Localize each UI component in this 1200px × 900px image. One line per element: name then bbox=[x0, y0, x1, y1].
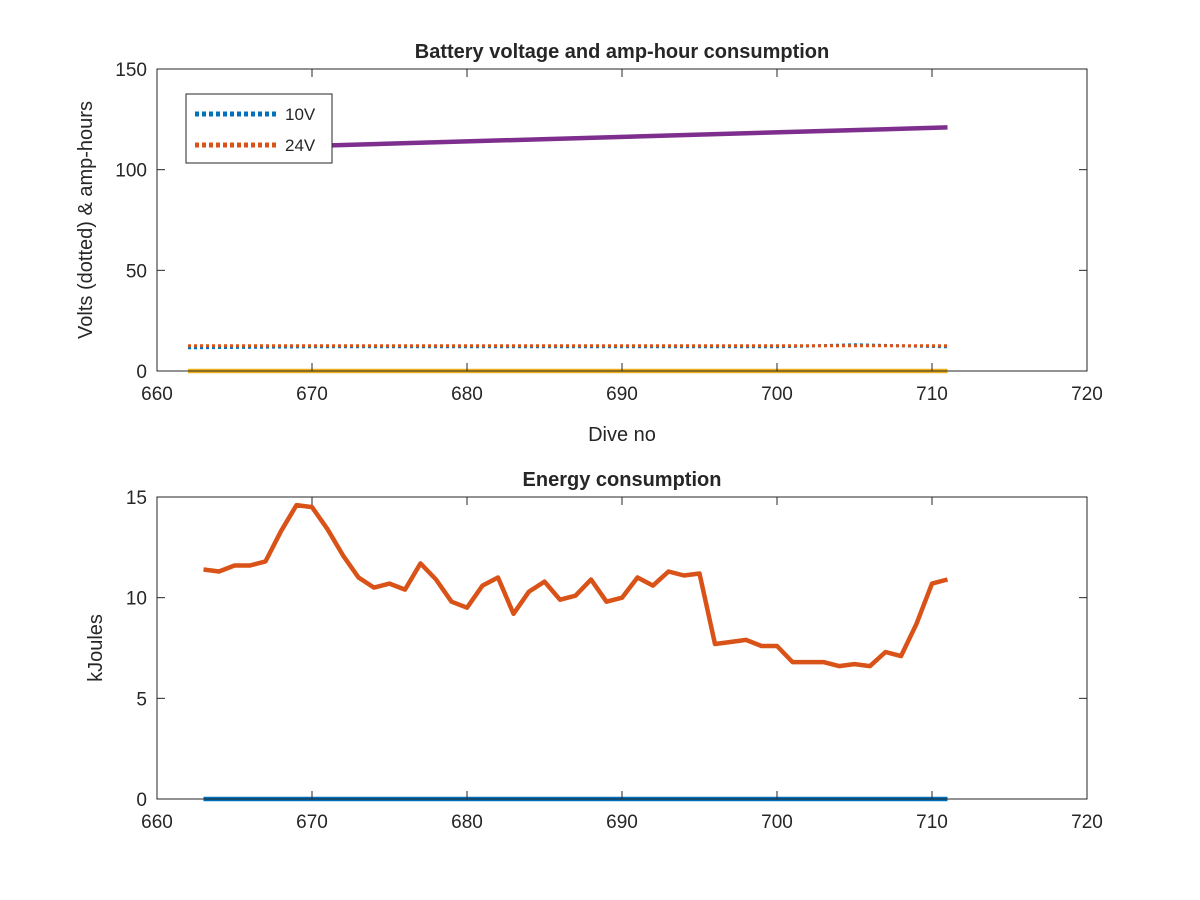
chart-panel-1: 660 670 680 690 700 710 720 0 50 100 150 Battery vo… bbox=[75, 41, 1103, 446]
y-axis-label: Volts (dotted) & amp-hours bbox=[75, 101, 97, 339]
x-tick-label: 720 bbox=[1071, 384, 1103, 405]
x-tick-label: 700 bbox=[761, 384, 793, 405]
y-tick-label: 15 bbox=[126, 488, 147, 509]
y-tick-label: 0 bbox=[136, 790, 147, 811]
x-tick-label: 710 bbox=[916, 812, 948, 833]
x-tick-label: 680 bbox=[451, 384, 483, 405]
legend-box bbox=[185, 93, 333, 164]
y-tick-label: 100 bbox=[115, 161, 147, 182]
chart-title: Energy consumption bbox=[523, 469, 722, 491]
x-tick-label: 670 bbox=[296, 812, 328, 833]
x-tick-label: 720 bbox=[1071, 812, 1103, 833]
x-tick-label: 700 bbox=[761, 812, 793, 833]
x-tick-label: 690 bbox=[606, 384, 638, 405]
legend-label-24v: 24V bbox=[285, 136, 316, 155]
x-tick-label: 670 bbox=[296, 384, 328, 405]
plot-area bbox=[157, 497, 1087, 799]
x-tick-label: 710 bbox=[916, 384, 948, 405]
legend-label-10v: 10V bbox=[285, 105, 316, 124]
x-tick-label: 660 bbox=[141, 812, 173, 833]
x-tick-label: 660 bbox=[141, 384, 173, 405]
y-axis-label: kJoules bbox=[85, 614, 107, 682]
y-tick-label: 5 bbox=[136, 689, 147, 710]
x-tick-label: 690 bbox=[606, 812, 638, 833]
legend: 10V 24V bbox=[185, 93, 333, 164]
y-tick-label: 50 bbox=[126, 261, 147, 282]
chart-title: Battery voltage and amp-hour consumption bbox=[415, 41, 829, 63]
y-tick-label: 0 bbox=[136, 362, 147, 383]
y-tick-label: 150 bbox=[115, 60, 147, 81]
x-tick-label: 680 bbox=[451, 812, 483, 833]
series-line-1 bbox=[203, 502, 949, 669]
x-axis-label: Dive no bbox=[588, 424, 656, 446]
chart-panel-2: 660 670 680 690 700 710 720 0 5 10 15 Energy consum… bbox=[85, 469, 1103, 833]
y-tick-label: 10 bbox=[126, 589, 147, 610]
